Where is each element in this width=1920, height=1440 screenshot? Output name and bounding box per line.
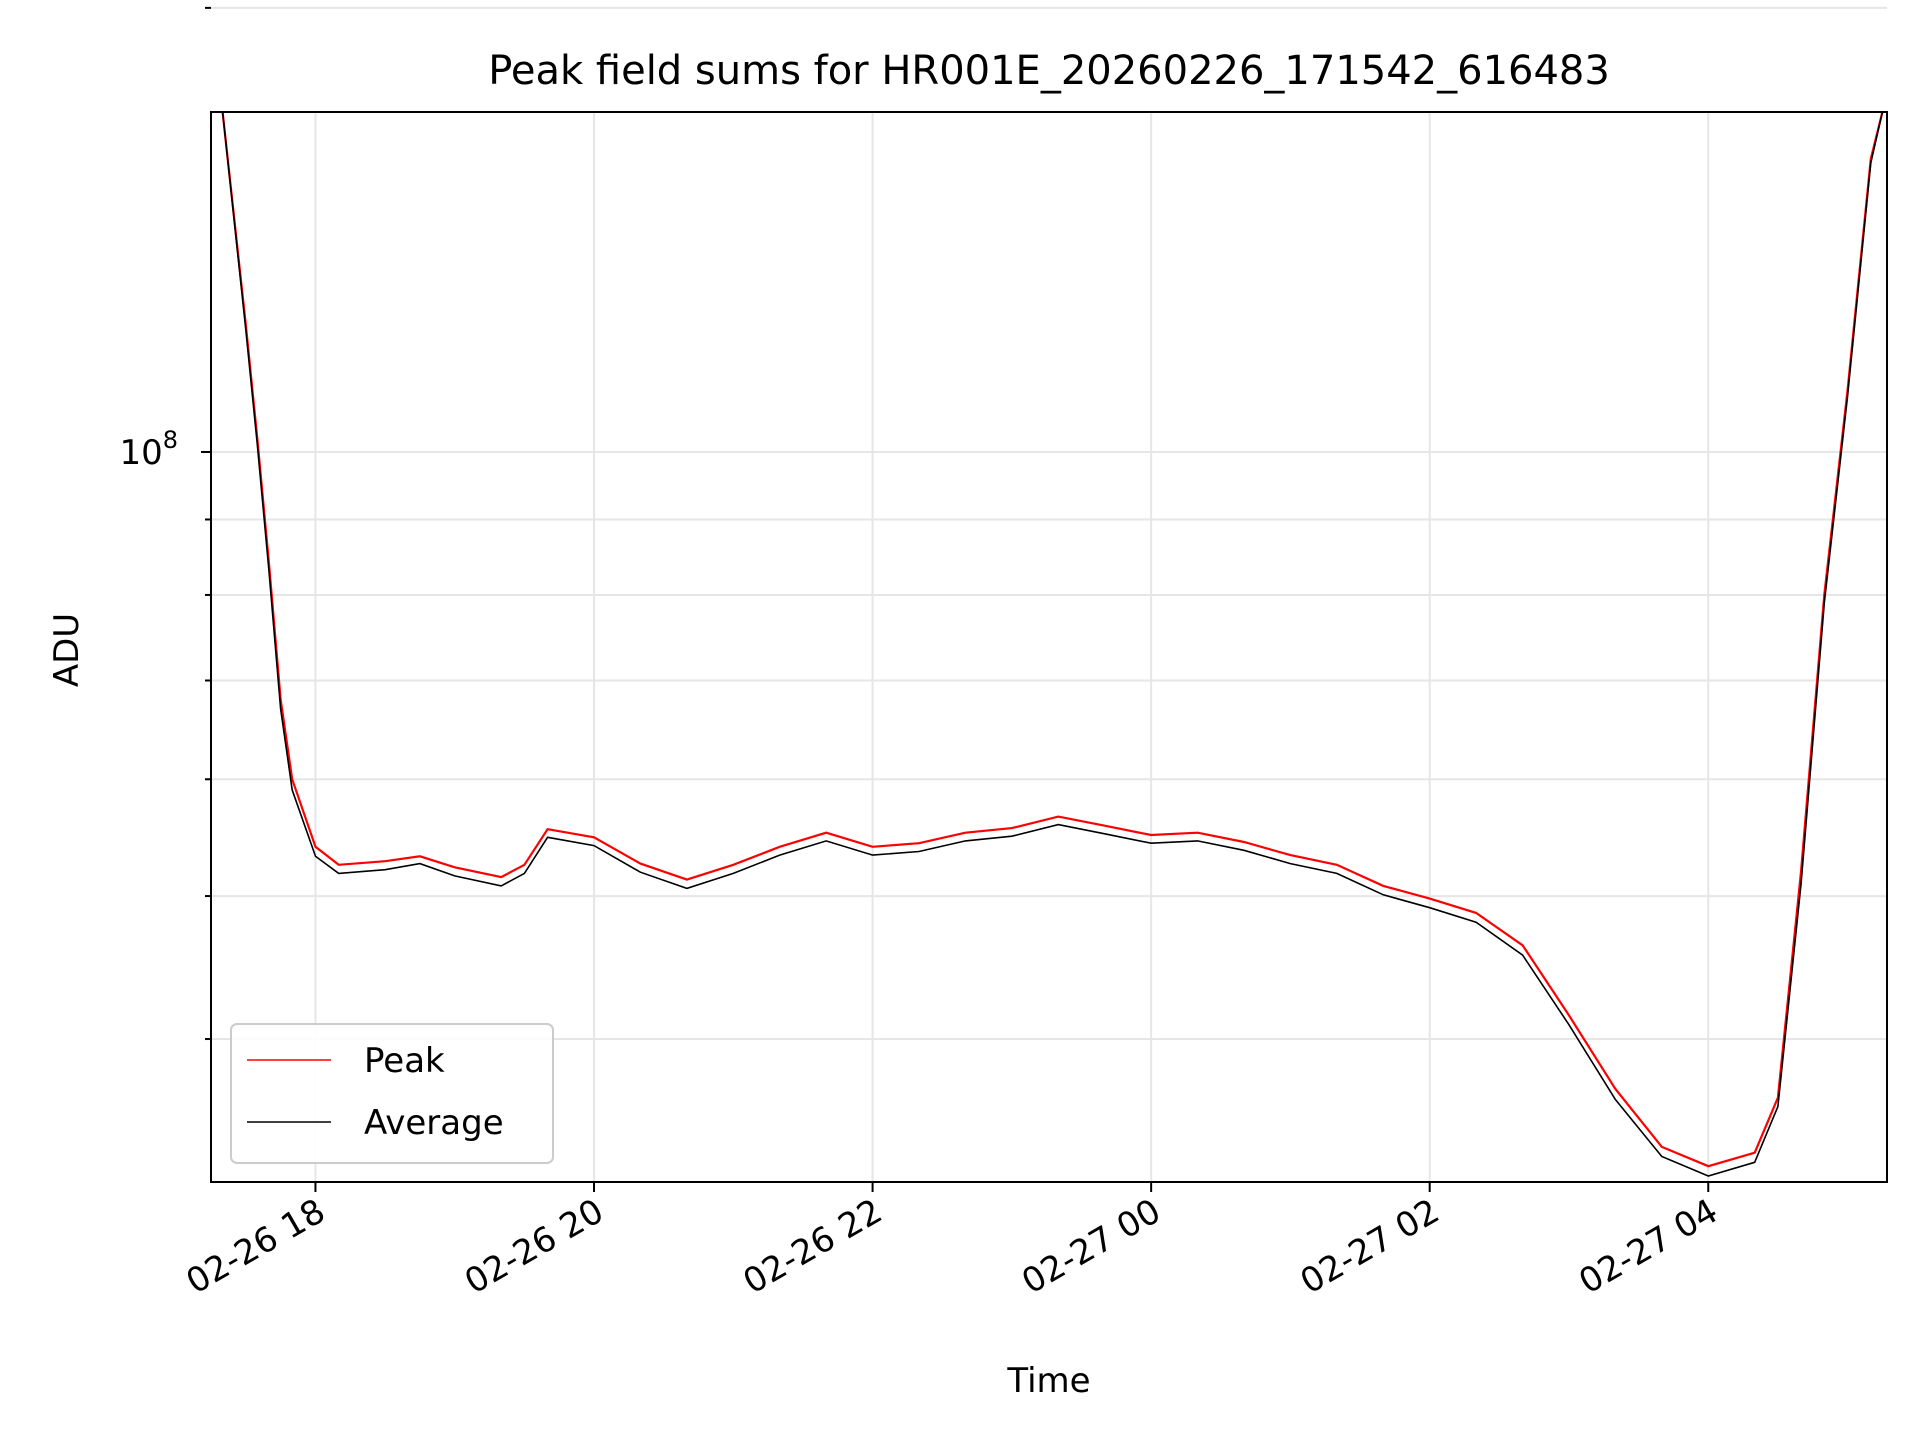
plot-frame xyxy=(210,111,1888,1183)
series-line-peak xyxy=(221,112,1884,1168)
grid-lines xyxy=(211,6,1887,1182)
y-tick-label: 108 xyxy=(119,426,178,473)
x-tick-label: 02-26 18 xyxy=(180,1191,332,1302)
legend-peak-label: Peak xyxy=(364,1041,445,1081)
y-axis-label: ADU xyxy=(47,613,87,687)
series-group xyxy=(221,112,1884,1177)
chart-title: Peak field sums for HR001E_20260226_1715… xyxy=(488,48,1610,94)
legend-box xyxy=(230,1023,554,1164)
x-tick-label: 02-27 02 xyxy=(1294,1191,1446,1302)
x-axis-label: Time xyxy=(1006,1361,1090,1401)
legend-average-label: Average xyxy=(364,1103,504,1143)
series-line-average xyxy=(221,112,1884,1177)
legend: Peak Average xyxy=(230,1023,554,1164)
x-tick-label: 02-26 20 xyxy=(458,1191,610,1302)
x-tick-label: 02-27 04 xyxy=(1572,1191,1724,1302)
x-tick-label: 02-27 00 xyxy=(1015,1191,1167,1302)
x-tick-label: 02-26 22 xyxy=(737,1191,889,1302)
